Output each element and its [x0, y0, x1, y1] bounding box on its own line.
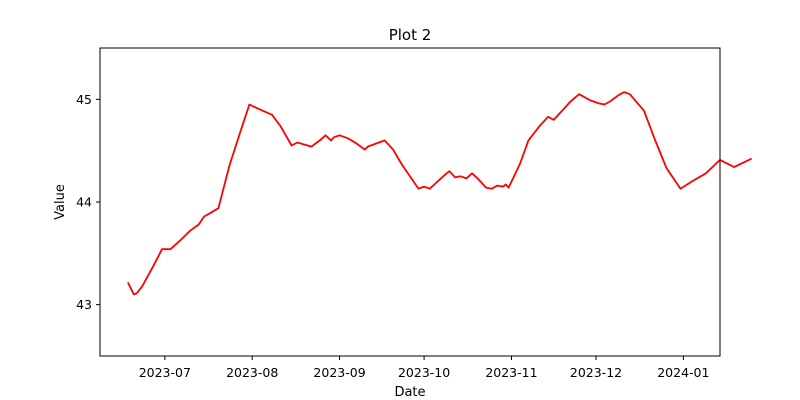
y-axis-label: Value	[53, 184, 68, 220]
y-tick-label: 43	[76, 297, 92, 312]
chart-title: Plot 2	[389, 26, 432, 44]
x-axis: 2023-07 2023-08 2023-09 2023-10 2023-11 2023-…	[139, 356, 709, 380]
y-tick-label: 45	[76, 92, 92, 107]
x-tick-label: 2023-08	[226, 365, 278, 380]
y-tick-label: 44	[76, 195, 92, 210]
x-tick-label: 2024-01	[657, 365, 709, 380]
x-tick-label: 2023-09	[313, 365, 365, 380]
y-axis: 43 44 45	[76, 92, 100, 312]
x-tick-label: 2023-07	[139, 365, 191, 380]
plot-frame	[99, 47, 721, 357]
x-tick-label: 2023-10	[398, 365, 450, 380]
x-tick-label: 2023-12	[570, 365, 622, 380]
series-group	[127, 91, 752, 296]
x-axis-label: Date	[394, 385, 425, 400]
series-line-1	[127, 91, 752, 296]
x-tick-label: 2023-11	[485, 365, 537, 380]
